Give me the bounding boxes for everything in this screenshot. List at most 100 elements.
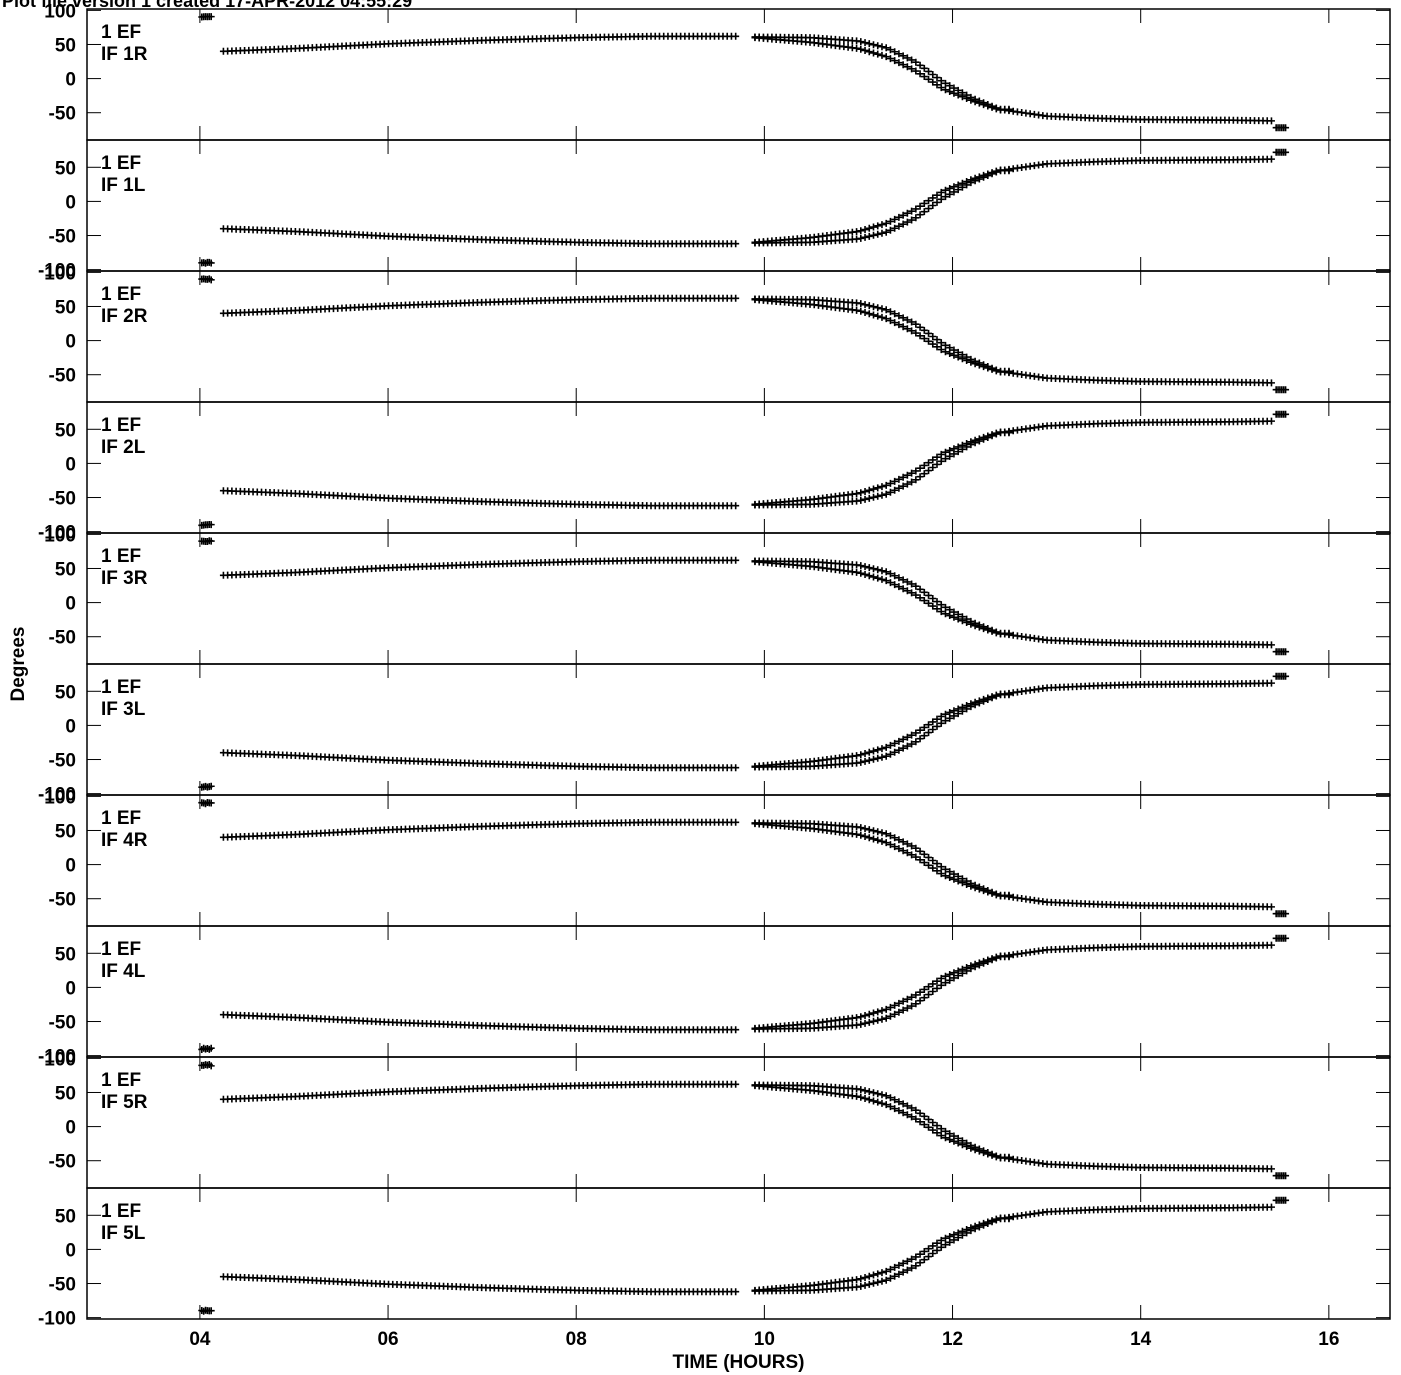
data-point [1268,680,1275,687]
data-point [866,310,873,317]
data-point [870,573,877,580]
data-point [866,564,873,571]
data-point [878,305,885,312]
data-point [878,576,885,583]
data-point [878,1278,885,1285]
data-point [874,575,881,582]
panel-10-data-points [198,1197,1289,1315]
x-tick-label: 04 [189,1329,211,1350]
x-tick-label: 12 [942,1329,963,1350]
panel-10-ytick-label: -50 [49,1275,76,1296]
data-point [862,1282,869,1289]
x-axis-label: TIME (HOURS) [673,1352,805,1373]
data-point [874,313,881,320]
panel-3-ytick-label: 50 [55,297,76,318]
panel-9-ytick-label: 50 [55,1083,76,1104]
data-point [878,1016,885,1023]
data-point [874,231,881,238]
data-point [874,1270,881,1277]
panel-2-ytick-label: -50 [49,227,76,248]
data-point [874,304,881,311]
data-point [866,1281,873,1288]
data-point [870,311,877,318]
panel-3-ytick-label: 0 [65,332,76,353]
data-point [857,497,864,504]
panel-8-ytick-label: 0 [65,978,76,999]
data-point [857,46,864,53]
data-point [878,1007,885,1014]
data-point [1268,1204,1275,1211]
data-point [732,502,739,509]
panel-3-ytick-label: 100 [44,263,76,284]
panel-4-ytick-label: 0 [65,454,76,475]
panel-2-antenna-label: 1 EF [101,153,141,174]
panel-3-data-points [198,275,1289,393]
data-point [862,1274,869,1281]
data-point [862,750,869,757]
data-point [862,1020,869,1027]
data-point [870,835,877,842]
panel-8-ytick-label: -50 [49,1013,76,1034]
data-point [853,752,860,759]
panel-1-ytick-label: 50 [55,35,76,56]
data-point [866,495,873,502]
data-point [857,38,864,45]
panel-2-ytick-label: 50 [55,158,76,179]
data-point [862,825,869,832]
data-point [878,483,885,490]
panel-5-antenna-label: 1 EF [101,546,141,567]
data-point [870,1018,877,1025]
data-point [870,1097,877,1104]
panel-8-if-label: IF 4L [101,961,146,982]
data-point [1268,379,1275,386]
panel-3-ytick-label: -50 [49,366,76,387]
data-point [862,301,869,308]
data-point [878,43,885,50]
panel-10-if-label: IF 5L [101,1223,146,1244]
data-point [866,1088,873,1095]
panel-3-if-label: IF 2R [101,306,148,327]
data-point [857,235,864,242]
panel-5-ytick-label: 50 [55,559,76,580]
data-point [878,230,885,237]
data-point [862,488,869,495]
data-point [857,1283,864,1290]
y-axis-label: Degrees [8,627,29,702]
data-point [870,232,877,239]
data-point [857,759,864,766]
data-point [866,1019,873,1026]
data-point [870,494,877,501]
panel-2-ytick-label: 0 [65,192,76,213]
data-point [862,1087,869,1094]
data-point [874,222,881,229]
data-point [874,1099,881,1106]
data-point [866,233,873,240]
data-point [1268,418,1275,425]
panel-8-ytick-label: 50 [55,944,76,965]
data-point [878,754,885,761]
data-point [866,48,873,55]
panel-9-ytick-label: -50 [49,1152,76,1173]
data-point [732,1081,739,1088]
data-point [853,569,860,576]
data-point [857,570,864,577]
panel-1-if-label: IF 1R [101,44,148,65]
panel-7-ytick-label: 50 [55,821,76,842]
data-point [857,300,864,307]
panel-6-antenna-label: 1 EF [101,677,141,698]
panel-9-antenna-label: 1 EF [101,1070,141,1091]
panel-4-antenna-label: 1 EF [101,415,141,436]
data-point [866,225,873,232]
data-point [878,745,885,752]
data-point [874,755,881,762]
data-point [853,831,860,838]
panel-10-ytick-label: 50 [55,1206,76,1227]
data-point [874,1008,881,1015]
data-point [878,492,885,499]
data-point [853,45,860,52]
data-point [732,240,739,247]
data-point [870,1089,877,1096]
panel-6-ytick-label: 0 [65,716,76,737]
data-point [857,1013,864,1020]
panel-2-data-points [198,149,1289,267]
